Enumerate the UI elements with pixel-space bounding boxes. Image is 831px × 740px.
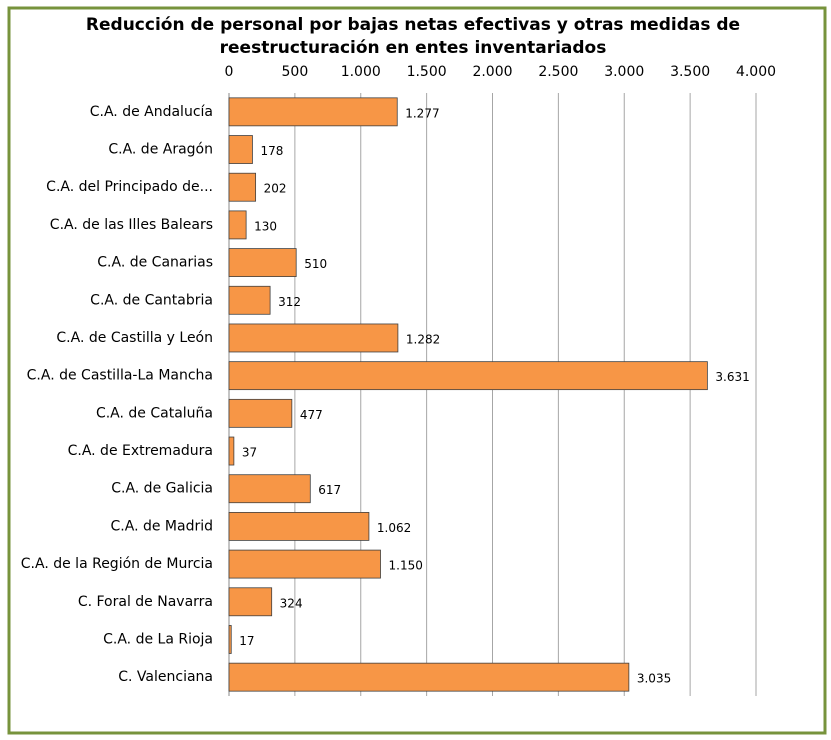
x-tick-label: 4.000 [736,64,776,80]
value-label: 617 [318,483,341,497]
y-tick-label: C.A. de Madrid [111,518,213,534]
value-label: 1.282 [406,332,440,346]
y-tick-label: C.A. de Castilla-La Mancha [27,368,213,384]
value-label: 178 [260,144,283,158]
bar [228,248,297,277]
value-label: 1.277 [405,106,439,120]
y-tick-label: C.A. del Principado de... [46,179,213,195]
value-label: 37 [242,446,257,460]
chart-title: Reducción de personal por bajas netas ef… [86,15,740,35]
y-tick-label: C.A. de La Rioja [103,631,213,647]
x-tick-label: 2.500 [538,64,578,80]
value-label: 3.631 [715,370,749,384]
x-tick-label: 1.000 [341,64,381,80]
y-tick-label: C.A. de Canarias [97,255,213,271]
x-tick-label: 2.000 [472,64,512,80]
bar [228,361,708,391]
x-tick-label: 1.500 [407,64,447,80]
y-tick-label: C.A. de la Región de Murcia [21,556,213,572]
y-tick-label: C.A. de Galicia [111,481,213,497]
value-label: 3.035 [637,672,671,686]
bar [228,662,630,692]
bar [228,436,235,466]
bar [228,398,293,428]
value-label: 510 [304,257,327,271]
bar [228,172,257,202]
value-label: 324 [280,596,303,610]
value-label: 17 [239,634,254,648]
bar [228,97,398,127]
chart-title: reestructuración en entes inventariados [220,38,607,58]
x-tick-label: 500 [282,64,309,80]
bar [228,625,232,654]
y-tick-label: C.A. de Castilla y León [56,330,213,346]
value-label: 1.150 [389,559,423,573]
bar [228,210,247,240]
y-tick-label: C.A. de Andalucía [90,104,213,120]
y-tick-label: C. Foral de Navarra [78,594,213,610]
y-tick-label: C.A. de Aragón [108,142,213,158]
value-label: 312 [278,295,301,309]
value-label: 202 [264,182,287,196]
x-tick-label: 0 [225,64,234,80]
y-tick-label: C.A. de Extremadura [68,443,213,459]
value-label: 130 [254,219,277,233]
value-label: 1.062 [377,521,411,535]
bar [228,323,399,353]
bar [228,512,370,541]
bar [228,135,253,164]
x-tick-label: 3.500 [670,64,710,80]
y-tick-label: C.A. de Cataluña [96,405,213,421]
value-label: 477 [300,408,323,422]
y-tick-label: C.A. de las Illes Balears [50,217,213,233]
bar [228,549,381,579]
x-tick-label: 3.000 [604,64,644,80]
bar [228,587,273,617]
bar [228,285,271,315]
y-tick-label: C. Valenciana [118,669,213,685]
bar [228,474,311,504]
y-tick-label: C.A. de Cantabria [90,292,213,308]
